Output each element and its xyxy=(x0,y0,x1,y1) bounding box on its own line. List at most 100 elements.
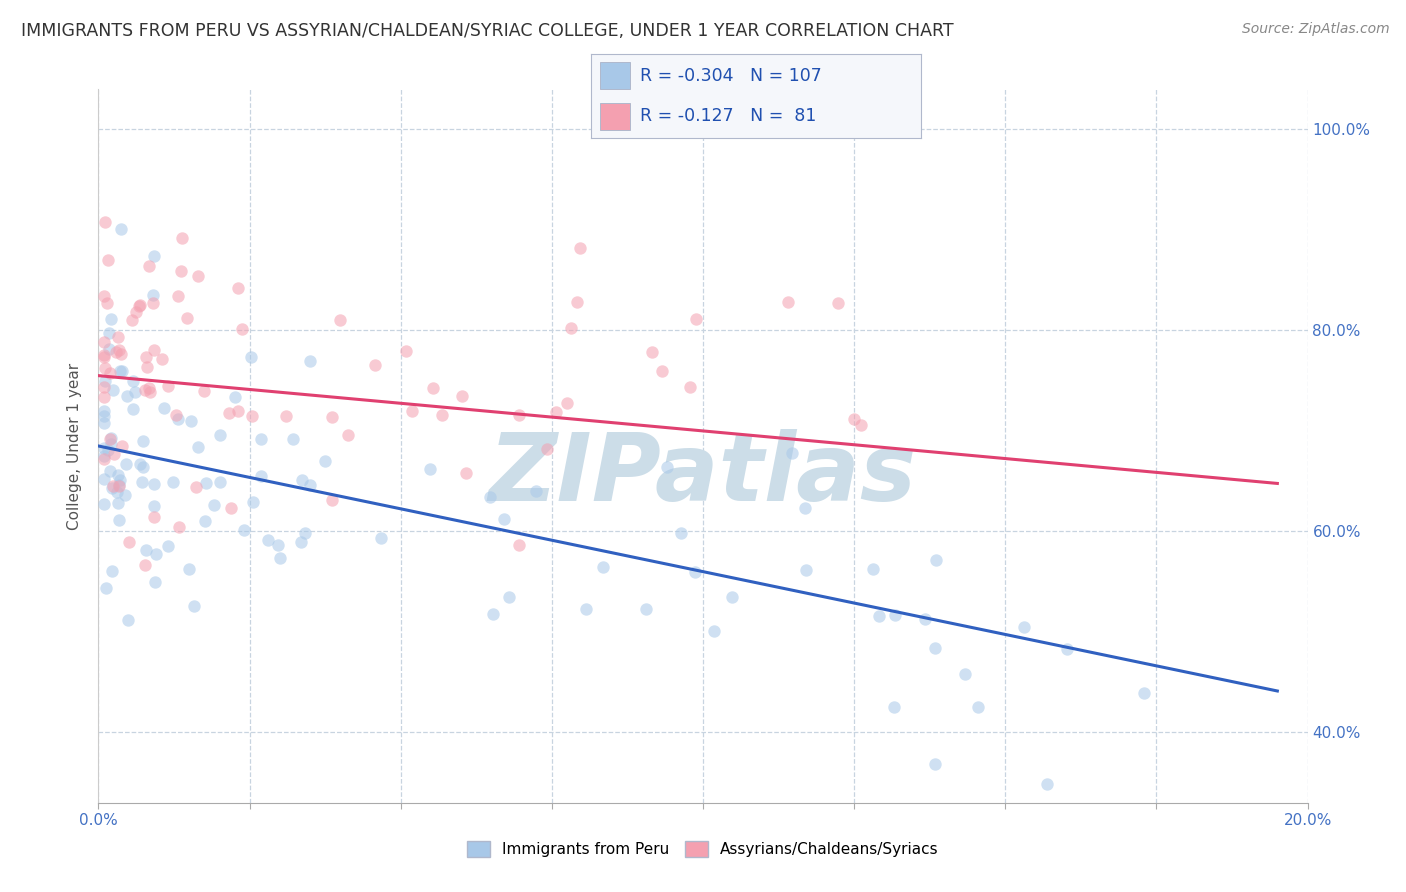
Point xyxy=(110,364,132,378)
Point xyxy=(685,312,707,326)
Point xyxy=(100,312,122,326)
Point xyxy=(139,385,162,400)
Point xyxy=(115,457,138,471)
Point xyxy=(128,458,150,472)
Point xyxy=(124,384,146,399)
Point xyxy=(560,321,582,335)
Point xyxy=(1056,642,1078,657)
Point xyxy=(93,404,115,418)
Point xyxy=(419,462,441,476)
Point xyxy=(180,414,202,428)
Bar xyxy=(600,62,630,89)
Point xyxy=(142,477,165,491)
Text: IMMIGRANTS FROM PERU VS ASSYRIAN/CHALDEAN/SYRIAC COLLEGE, UNDER 1 YEAR CORRELATI: IMMIGRANTS FROM PERU VS ASSYRIAN/CHALDEA… xyxy=(21,22,953,40)
Point xyxy=(953,667,976,681)
Point xyxy=(93,348,115,362)
Point xyxy=(290,535,312,549)
Point xyxy=(451,389,474,403)
Point xyxy=(508,537,530,551)
Point xyxy=(111,364,134,378)
Point xyxy=(115,389,138,403)
Point xyxy=(193,384,215,398)
Point xyxy=(202,498,225,512)
Point xyxy=(107,343,129,358)
Point xyxy=(100,564,122,578)
Point xyxy=(793,500,815,515)
Point xyxy=(93,409,115,423)
Point xyxy=(239,350,262,364)
Point xyxy=(105,484,128,499)
Point xyxy=(257,533,280,548)
Point xyxy=(651,364,673,378)
Point xyxy=(128,299,150,313)
Point xyxy=(794,563,817,577)
Point xyxy=(98,465,121,479)
Point xyxy=(93,442,115,456)
Point xyxy=(482,607,505,621)
Point xyxy=(121,402,143,417)
Point xyxy=(107,468,129,483)
Point xyxy=(93,472,115,486)
Point xyxy=(221,501,243,516)
Point xyxy=(111,439,134,453)
Point xyxy=(314,453,336,467)
Point xyxy=(132,460,155,475)
Point xyxy=(321,410,343,425)
Point xyxy=(370,531,392,545)
Point xyxy=(430,409,453,423)
Point xyxy=(108,477,131,491)
Point xyxy=(337,428,360,442)
Point xyxy=(157,379,180,393)
Point xyxy=(110,347,132,361)
Point xyxy=(97,253,120,268)
Point xyxy=(167,412,190,426)
Point xyxy=(138,259,160,273)
Point xyxy=(299,354,322,368)
Point xyxy=(555,396,578,410)
Point xyxy=(98,432,121,446)
Point xyxy=(142,510,165,524)
Point xyxy=(575,601,598,615)
Point xyxy=(862,562,884,576)
Point xyxy=(100,431,122,445)
Point xyxy=(456,466,478,480)
Point xyxy=(592,559,614,574)
Point xyxy=(321,493,343,508)
Point xyxy=(93,497,115,511)
Point xyxy=(508,408,530,422)
Point xyxy=(395,343,418,358)
Point xyxy=(93,379,115,393)
Point xyxy=(135,543,157,558)
Point xyxy=(641,345,664,359)
Point xyxy=(1036,777,1059,791)
Point xyxy=(187,440,209,454)
Point xyxy=(565,295,588,310)
Point xyxy=(101,481,124,495)
Point xyxy=(269,551,291,566)
Point xyxy=(655,459,678,474)
Point xyxy=(97,343,120,357)
Point xyxy=(827,296,849,310)
Point xyxy=(138,382,160,396)
Point xyxy=(967,700,990,714)
Point xyxy=(569,241,592,255)
Point xyxy=(94,215,117,229)
Point xyxy=(93,416,115,430)
Point xyxy=(1132,686,1154,700)
Point xyxy=(142,288,165,302)
Point xyxy=(536,442,558,457)
Point xyxy=(267,538,290,552)
Point xyxy=(291,473,314,487)
Point xyxy=(97,326,120,340)
Point xyxy=(329,313,352,327)
Text: Source: ZipAtlas.com: Source: ZipAtlas.com xyxy=(1241,22,1389,37)
Point xyxy=(194,514,217,528)
Point xyxy=(143,574,166,589)
Point xyxy=(162,475,184,490)
Point xyxy=(478,490,501,504)
Point xyxy=(122,374,145,388)
Point xyxy=(101,383,124,397)
Point xyxy=(925,553,948,567)
Point xyxy=(208,428,231,442)
Point xyxy=(93,391,115,405)
